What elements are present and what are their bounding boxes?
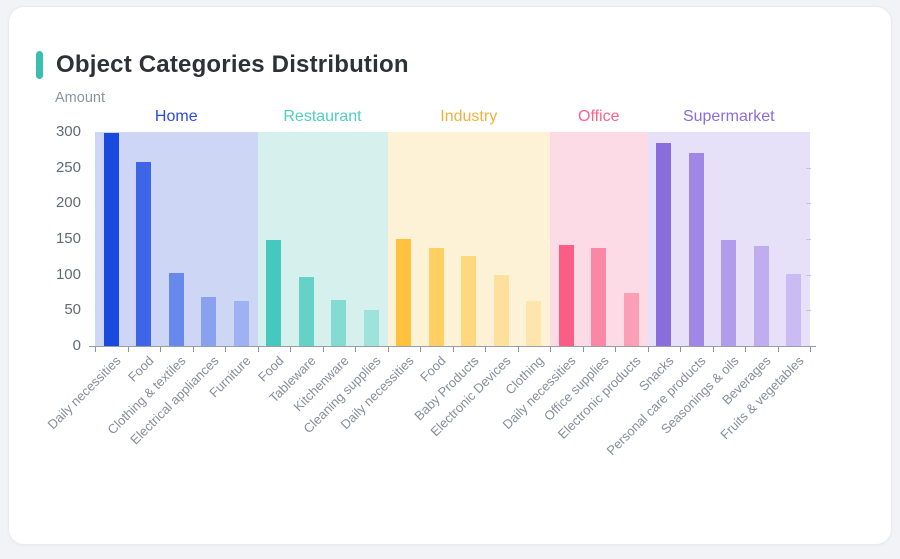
bar-supermarket-personal-care-products[interactable]: [688, 152, 704, 346]
x-axis-tick: [615, 347, 616, 352]
bar-home-food[interactable]: [136, 161, 152, 346]
bar-supermarket-fruits-vegetables[interactable]: [786, 273, 802, 346]
right-axis-tick: [806, 310, 811, 312]
bar-industry-daily-necessities[interactable]: [396, 239, 412, 346]
x-axis-tick: [95, 347, 96, 352]
bar-restaurant-cleaning-supplies[interactable]: [363, 310, 379, 346]
group-header-office: Office: [578, 108, 620, 125]
group-header-supermarket: Supermarket: [682, 108, 775, 125]
right-axis-tick: [806, 274, 811, 276]
x-axis-tick: [485, 347, 486, 352]
bar-home-electrical-appliances[interactable]: [201, 297, 217, 346]
x-axis-tick: [582, 347, 584, 352]
y-tick-label-100: 100: [55, 265, 81, 283]
x-axis-tick: [517, 347, 519, 352]
x-axis-tick: [160, 347, 161, 352]
right-axis-tick: [806, 167, 811, 169]
bar-industry-food[interactable]: [428, 247, 444, 346]
x-axis-tick: [712, 347, 714, 352]
title-accent-bar: [36, 51, 43, 79]
y-tick-label-50: 50: [64, 301, 81, 319]
x-axis-tick: [127, 347, 129, 352]
bar-restaurant-kitchenware[interactable]: [331, 300, 347, 346]
x-axis-tick: [810, 347, 811, 352]
plot-area: Home Daily necessities Food Clothing & text…: [45, 108, 816, 458]
bar-industry-electronic-devices[interactable]: [493, 275, 509, 346]
bar-home-furniture[interactable]: [233, 301, 249, 346]
x-axis-tick: [452, 347, 454, 352]
bar-office-daily-necessities[interactable]: [558, 244, 574, 346]
right-axis-tick: [806, 239, 811, 240]
x-axis-tick: [290, 347, 291, 352]
x-axis-tick: [745, 347, 746, 352]
right-axis-tick: [806, 203, 811, 205]
chart-title: Object Categories Distribution: [56, 51, 409, 78]
x-axis-tick: [322, 347, 324, 352]
bar-home-daily-necessities[interactable]: [103, 133, 119, 346]
x-axis-tick: [680, 347, 681, 352]
bar-industry-clothing[interactable]: [526, 301, 542, 346]
bar-supermarket-snacks[interactable]: [656, 142, 672, 346]
chart-header: Object Categories Distribution: [36, 51, 409, 79]
x-axis-tick: [550, 347, 551, 352]
y-tick-label-250: 250: [55, 158, 81, 176]
x-axis-tick: [355, 347, 356, 352]
x-axis-tick: [225, 347, 226, 352]
y-tick-label-0: 0: [72, 337, 81, 354]
bar-restaurant-tableware[interactable]: [298, 276, 314, 346]
group-header-home: Home: [154, 108, 198, 125]
y-axis-name: Amount: [55, 90, 105, 106]
bar-office-office-supplies[interactable]: [591, 247, 607, 346]
x-axis-tick: [777, 347, 779, 352]
group-header-industry: Industry: [440, 108, 498, 125]
bar-supermarket-beverages[interactable]: [753, 246, 769, 346]
x-axis-line: [89, 346, 816, 347]
bar-office-electronic-products[interactable]: [623, 293, 639, 346]
bar-home-clothing-textiles[interactable]: [168, 273, 184, 346]
bar-restaurant-food[interactable]: [266, 240, 282, 346]
bar-industry-baby-products[interactable]: [461, 256, 477, 346]
chart-card: Object Categories Distribution Amount 0 5…: [8, 6, 892, 545]
x-axis-tick: [387, 347, 389, 352]
y-tick-label-150: 150: [55, 230, 81, 247]
y-axis-labels: 0 50 100 150 200 250 300: [33, 123, 87, 354]
x-axis-tick: [420, 347, 421, 352]
y-tick-label-200: 200: [55, 194, 81, 212]
x-axis-tick: [192, 347, 194, 352]
x-axis-tick: [647, 347, 649, 352]
bar-supermarket-seasonings-oils[interactable]: [721, 240, 737, 346]
y-tick-label-300: 300: [55, 123, 81, 140]
x-axis-tick: [257, 347, 259, 352]
group-header-restaurant: Restaurant: [283, 108, 362, 125]
